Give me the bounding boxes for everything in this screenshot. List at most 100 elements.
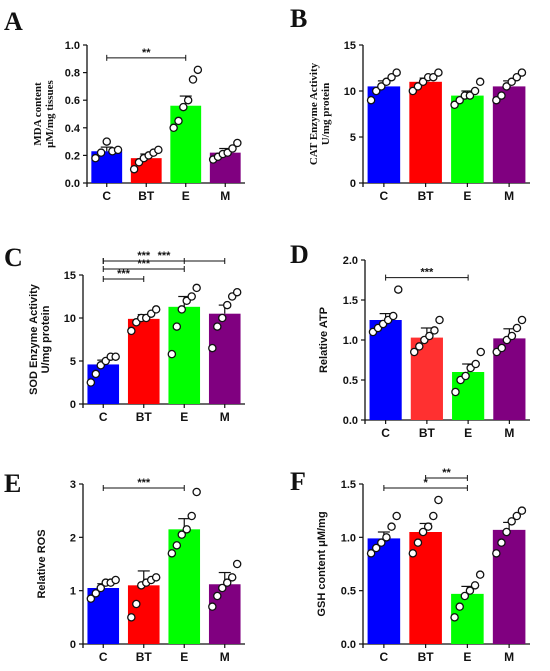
y-tick-label: 1.0 [341, 532, 356, 544]
y-tick-label: 0.2 [65, 150, 80, 162]
category-label: M [220, 650, 230, 664]
data-point [429, 511, 438, 521]
data-point [418, 77, 428, 87]
data-point [434, 495, 443, 505]
category-label: C [380, 650, 389, 664]
significance-label: *** [158, 250, 172, 262]
data-point [517, 315, 527, 325]
data-point [512, 72, 522, 82]
data-point [371, 86, 381, 96]
data-point [502, 527, 511, 537]
y-tick-label: 2 [70, 532, 76, 544]
significance-label: *** [137, 477, 151, 489]
bar-bt [409, 81, 442, 183]
data-point [517, 68, 527, 77]
data-point [174, 116, 183, 126]
data-point [460, 591, 470, 601]
data-point [371, 543, 381, 553]
panel-c: C 0 5 10 15 SOD Enzyme Activity U/mg protein C B… [4, 243, 245, 424]
data-point [492, 95, 501, 105]
data-point [132, 599, 141, 609]
data-point [502, 82, 511, 91]
significance-label: ** [142, 47, 151, 59]
data-point [228, 144, 237, 153]
category-label: BT [136, 410, 153, 424]
data-point [167, 549, 177, 558]
panel-a: A 0.0 0.2 0.4 0.6 0.8 1.0 MDA content μM/mg tiss… [4, 7, 245, 203]
data-point [461, 371, 470, 381]
y-tick-label: 1.0 [343, 335, 358, 347]
bar-e [170, 105, 202, 183]
data-point [377, 82, 386, 91]
data-point [91, 153, 100, 163]
data-point [377, 538, 386, 547]
data-point [193, 65, 203, 75]
data-point [129, 164, 139, 174]
data-point [476, 347, 486, 357]
data-point [415, 342, 424, 351]
category-label: BT [136, 650, 153, 664]
bar-bt [409, 532, 442, 644]
data-point [233, 138, 242, 148]
category-label: C [99, 650, 108, 664]
y-tick-label: 15 [64, 270, 76, 282]
data-point [408, 86, 418, 96]
data-point [113, 145, 123, 155]
data-point [423, 522, 433, 531]
category-label: C [102, 189, 111, 203]
y-tick-label: 2.0 [343, 255, 358, 267]
y-tick-label: 0 [350, 178, 356, 190]
category-label: E [463, 650, 471, 664]
data-point [387, 522, 396, 531]
data-point [387, 72, 396, 82]
data-point [167, 349, 177, 359]
data-point [435, 315, 444, 325]
data-point [450, 100, 459, 110]
data-point [408, 549, 418, 558]
data-point [192, 283, 201, 293]
data-point [188, 75, 198, 84]
y-tick-label: 0.4 [65, 123, 81, 135]
data-point [497, 538, 506, 547]
category-label: BT [418, 650, 435, 664]
y-axis-label: U/mg protein [40, 305, 52, 373]
bar-e [168, 529, 201, 644]
data-point [208, 602, 217, 611]
significance-label: *** [137, 250, 151, 262]
bar-e [451, 95, 484, 183]
data-point [86, 594, 96, 603]
data-point [392, 511, 401, 521]
bar-c [369, 320, 402, 420]
data-point [497, 343, 507, 353]
data-point [127, 613, 136, 622]
data-point [169, 123, 178, 133]
panel-d: D 0.0 0.5 1.0 1.5 2.0 Relative ATP C BT E M *** [290, 240, 530, 440]
data-point [366, 549, 376, 558]
data-point [91, 369, 101, 379]
data-point [172, 541, 182, 550]
data-point [111, 352, 120, 361]
data-point [366, 95, 376, 105]
data-point [177, 530, 187, 539]
data-point [222, 300, 232, 310]
category-label: M [220, 410, 230, 424]
data-point [111, 575, 120, 585]
y-tick-label: 0.0 [65, 178, 80, 190]
significance-label: * [423, 477, 428, 489]
y-tick-label: 1.5 [343, 295, 358, 307]
panel-letter: C [4, 243, 23, 272]
data-point [517, 506, 527, 515]
y-axis-label: Relative ROS [36, 529, 48, 598]
panel-letter: D [290, 240, 309, 269]
data-point [208, 343, 217, 353]
y-tick-label: 10 [64, 313, 76, 325]
data-point [222, 578, 232, 587]
y-tick-label: 1.5 [341, 479, 356, 491]
y-tick-label: 0.0 [343, 415, 358, 427]
y-tick-label: 3 [70, 479, 76, 491]
panel-letter: F [290, 467, 306, 496]
data-point [151, 573, 161, 582]
data-point [154, 145, 163, 155]
data-point [394, 285, 403, 294]
panel-letter: E [4, 469, 21, 498]
